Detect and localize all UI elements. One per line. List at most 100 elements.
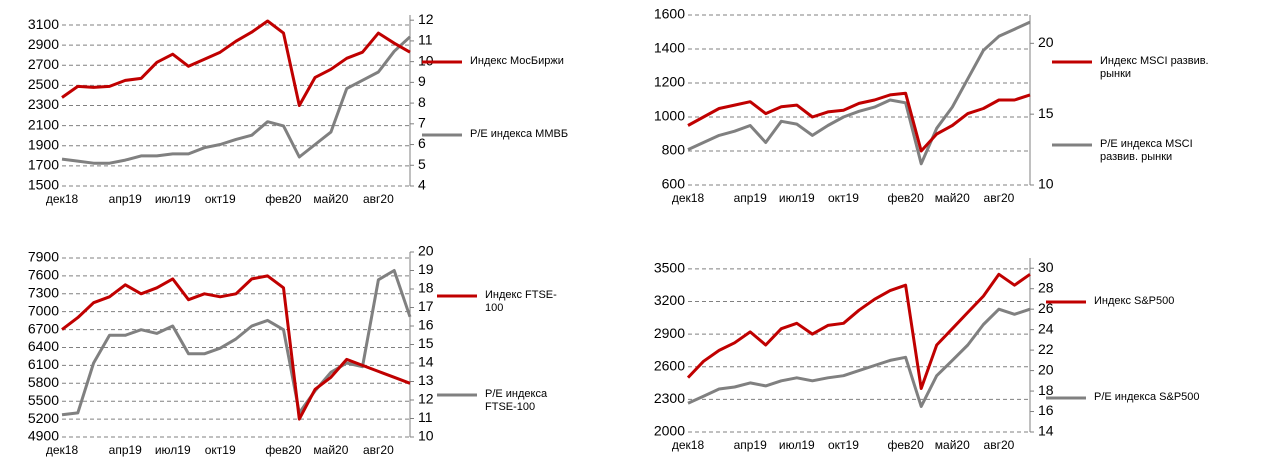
y2-tick-label: 5: [418, 156, 426, 172]
y2-tick-label: 10: [418, 52, 434, 68]
y-tick-label: 7900: [28, 249, 59, 265]
x-tick-label: июл19: [155, 443, 191, 457]
x-tick-label: июл19: [779, 191, 815, 205]
y2-tick-label: 17: [418, 298, 434, 314]
y-tick-label: 1000: [654, 108, 685, 124]
y2-tick-label: 16: [418, 317, 434, 333]
y-tick-label: 2600: [654, 357, 685, 373]
x-tick-label: июл19: [155, 192, 191, 206]
x-tick-label: апр19: [734, 438, 768, 452]
x-tick-label: апр19: [109, 443, 143, 457]
y-tick-label: 1200: [654, 74, 685, 90]
y-tick-label: 3500: [654, 260, 685, 276]
y2-tick-label: 18: [418, 280, 434, 296]
y-tick-label: 3100: [28, 16, 59, 32]
y2-tick-label: 30: [1038, 259, 1054, 275]
y-tick-label: 2500: [28, 76, 59, 92]
y-tick-label: 7000: [28, 302, 59, 318]
y-tick-label: 1900: [28, 136, 59, 152]
series-line: [61, 35, 412, 165]
legend-label: P/E индекса S&P500: [1094, 391, 1200, 403]
legend-label: P/E индекса FTSE-100: [485, 388, 548, 413]
y2-tick-label: 15: [1038, 105, 1054, 121]
y2-tick-label: 14: [1038, 423, 1054, 439]
series-line: [687, 20, 1031, 166]
legend-label: Индекс МосБиржи: [470, 55, 564, 67]
series-line: [687, 307, 1031, 408]
y2-tick-label: 16: [1038, 402, 1054, 418]
y2-tick-label: 13: [418, 372, 434, 388]
x-tick-label: дек18: [672, 191, 705, 205]
y-tick-label: 5500: [28, 392, 59, 408]
series-line: [686, 272, 1031, 390]
x-tick-label: фев20: [265, 443, 302, 457]
x-tick-label: авг20: [984, 191, 1015, 205]
legend-label: P/E индекса MSCI развив. рынки: [1100, 138, 1193, 163]
y-tick-label: 1400: [654, 40, 685, 56]
y2-tick-label: 10: [418, 428, 434, 444]
y2-tick-label: 18: [1038, 382, 1054, 398]
y2-tick-label: 11: [418, 409, 433, 425]
series-line: [61, 19, 411, 107]
y2-tick-label: 8: [418, 94, 426, 110]
series-line: [687, 91, 1031, 153]
x-tick-label: фев20: [887, 191, 924, 205]
x-tick-label: май20: [313, 443, 348, 457]
legend-label: Индекс FTSE-100: [485, 289, 557, 314]
x-tick-label: окт19: [828, 191, 859, 205]
series-line: [61, 274, 411, 421]
y2-tick-label: 11: [418, 32, 433, 48]
legend-label: Индекс S&P500: [1094, 295, 1175, 307]
x-tick-label: апр19: [734, 191, 768, 205]
y-tick-label: 600: [662, 176, 686, 192]
y2-tick-label: 20: [1038, 361, 1054, 377]
y2-tick-label: 19: [418, 261, 434, 277]
y-tick-label: 800: [662, 142, 686, 158]
y-tick-label: 2100: [28, 116, 59, 132]
y-tick-label: 2700: [28, 56, 59, 72]
y-tick-label: 5200: [28, 410, 59, 426]
x-tick-label: май20: [935, 438, 970, 452]
y-tick-label: 7300: [28, 284, 59, 300]
y-tick-label: 1600: [654, 6, 685, 22]
x-tick-label: окт19: [828, 438, 859, 452]
x-tick-label: май20: [935, 191, 970, 205]
x-tick-label: апр19: [109, 192, 143, 206]
x-tick-label: окт19: [205, 443, 236, 457]
y-tick-label: 4900: [28, 428, 59, 444]
y2-tick-label: 28: [1038, 279, 1054, 295]
y2-tick-label: 10: [1038, 176, 1054, 192]
y-tick-label: 2900: [28, 36, 59, 52]
y2-tick-label: 12: [418, 11, 434, 27]
x-tick-label: авг20: [363, 192, 394, 206]
x-tick-label: дек18: [672, 438, 705, 452]
y2-tick-label: 20: [418, 243, 434, 259]
y2-tick-label: 4: [418, 177, 426, 193]
y-tick-label: 6700: [28, 320, 59, 336]
legend-label: P/E индекса ММВБ: [470, 128, 569, 140]
y-tick-label: 5800: [28, 374, 59, 390]
y2-tick-label: 20: [1038, 34, 1054, 50]
y-tick-label: 2000: [654, 423, 685, 439]
y2-tick-label: 14: [418, 354, 434, 370]
y-tick-label: 1700: [28, 157, 59, 173]
y2-tick-label: 22: [1038, 341, 1054, 357]
y2-tick-label: 9: [418, 73, 426, 89]
x-tick-label: фев20: [265, 192, 302, 206]
y-tick-label: 2900: [654, 325, 685, 341]
y-tick-label: 2300: [654, 390, 685, 406]
y-tick-label: 1500: [28, 177, 59, 193]
y-tick-label: 6100: [28, 356, 59, 372]
x-tick-label: дек18: [46, 192, 79, 206]
x-tick-label: май20: [313, 192, 348, 206]
x-tick-label: окт19: [205, 192, 236, 206]
y2-tick-label: 26: [1038, 300, 1054, 316]
x-tick-label: фев20: [887, 438, 924, 452]
x-tick-label: авг20: [984, 438, 1015, 452]
y2-tick-label: 12: [418, 391, 434, 407]
y-tick-label: 6400: [28, 338, 59, 354]
y2-tick-label: 6: [418, 135, 426, 151]
x-tick-label: дек18: [46, 443, 79, 457]
x-tick-label: июл19: [779, 438, 815, 452]
